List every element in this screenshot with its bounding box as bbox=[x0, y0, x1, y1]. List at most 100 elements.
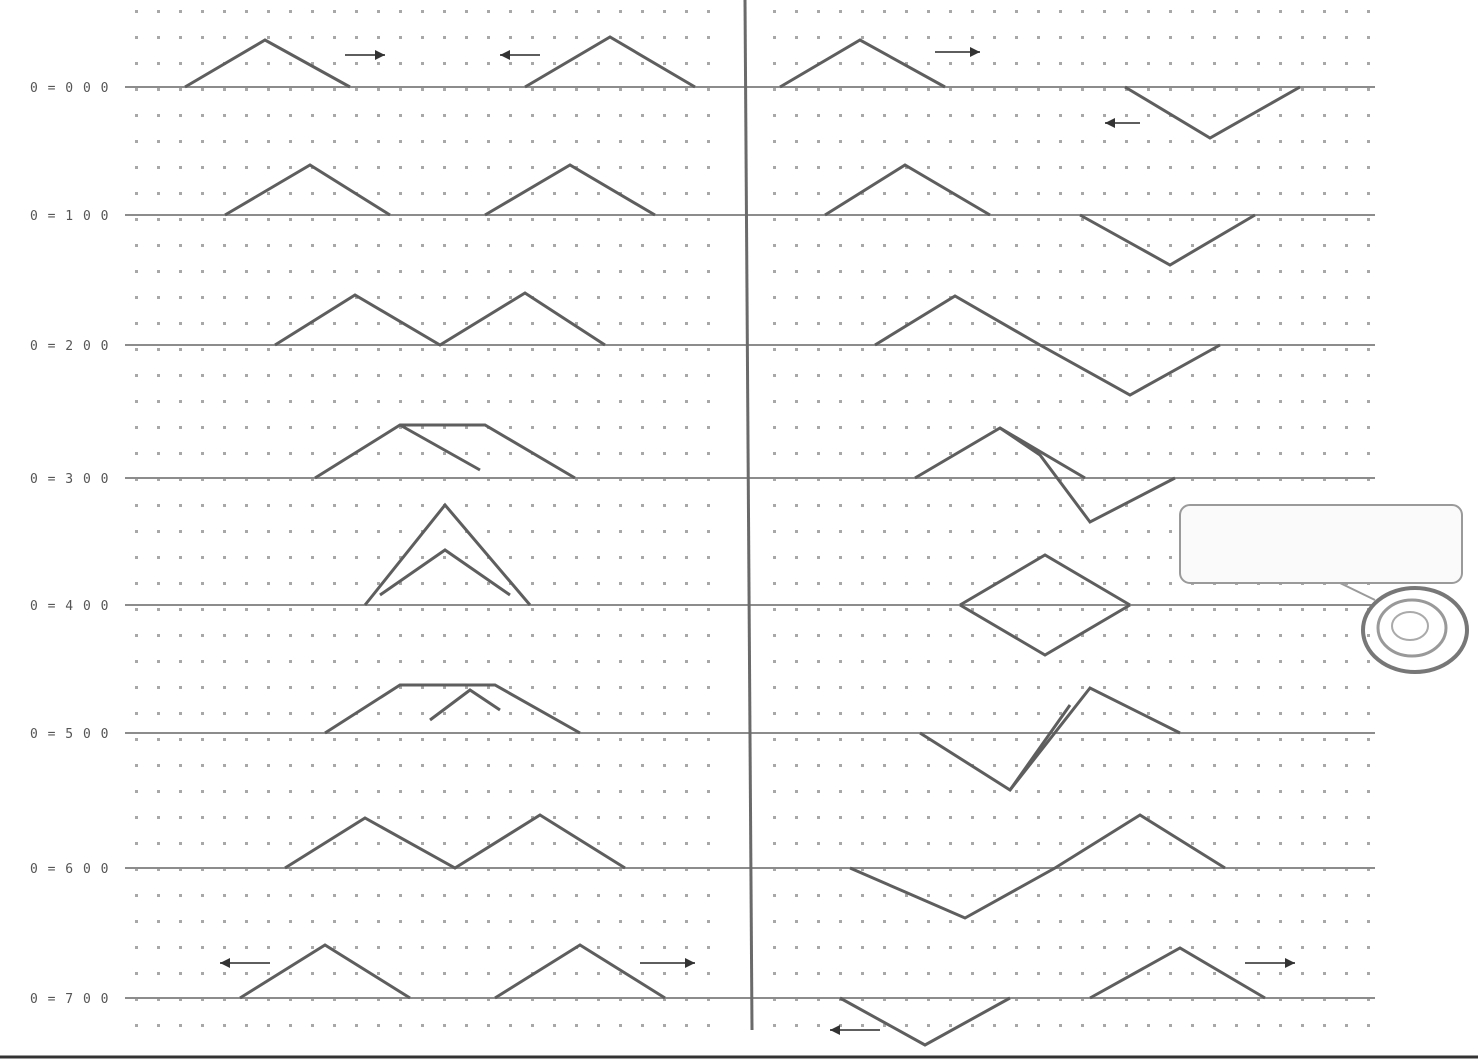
grid-dot bbox=[1235, 400, 1238, 403]
grid-dot bbox=[1257, 192, 1260, 195]
grid-dot bbox=[1059, 88, 1062, 91]
grid-dot bbox=[1125, 686, 1128, 689]
grid-dot bbox=[1015, 686, 1018, 689]
grid-dot bbox=[311, 244, 314, 247]
grid-dot bbox=[289, 504, 292, 507]
grid-dot bbox=[861, 998, 864, 1001]
grid-dot bbox=[619, 608, 622, 611]
grid-dot bbox=[817, 166, 820, 169]
grid-dot bbox=[157, 296, 160, 299]
grid-dot bbox=[201, 998, 204, 1001]
grid-dot bbox=[861, 62, 864, 65]
grid-dot bbox=[1081, 348, 1084, 351]
grid-dot bbox=[949, 634, 952, 637]
grid-dot bbox=[1169, 608, 1172, 611]
grid-dot bbox=[333, 634, 336, 637]
grid-dot bbox=[707, 764, 710, 767]
grid-dot bbox=[509, 972, 512, 975]
grid-dot bbox=[245, 88, 248, 91]
grid-dot bbox=[641, 556, 644, 559]
grid-dot bbox=[311, 868, 314, 871]
grid-dot bbox=[267, 192, 270, 195]
grid-dot bbox=[1103, 972, 1106, 975]
grid-dot bbox=[1059, 322, 1062, 325]
grid-dot bbox=[861, 738, 864, 741]
grid-dot bbox=[1169, 556, 1172, 559]
grid-dot bbox=[993, 946, 996, 949]
grid-dot bbox=[905, 530, 908, 533]
grid-dot bbox=[1235, 244, 1238, 247]
grid-dot bbox=[1323, 36, 1326, 39]
grid-dot bbox=[597, 322, 600, 325]
grid-dot bbox=[795, 348, 798, 351]
grid-dot bbox=[1235, 608, 1238, 611]
grid-dot bbox=[1015, 660, 1018, 663]
grid-dot bbox=[553, 270, 556, 273]
grid-dot bbox=[289, 712, 292, 715]
grid-dot bbox=[355, 426, 358, 429]
grid-dot bbox=[1059, 608, 1062, 611]
grid-dot bbox=[553, 10, 556, 13]
grid-dot bbox=[223, 608, 226, 611]
grid-dot bbox=[795, 478, 798, 481]
grid-dot bbox=[377, 920, 380, 923]
grid-dot bbox=[1257, 634, 1260, 637]
grid-dot bbox=[421, 582, 424, 585]
grid-dot bbox=[1037, 634, 1040, 637]
grid-dot bbox=[135, 244, 138, 247]
grid-dot bbox=[817, 10, 820, 13]
grid-dot bbox=[1037, 790, 1040, 793]
grid-dot bbox=[333, 530, 336, 533]
grid-dot bbox=[1279, 270, 1282, 273]
grid-dot bbox=[663, 530, 666, 533]
grid-dot bbox=[1103, 504, 1106, 507]
grid-dot bbox=[223, 764, 226, 767]
grid-dot bbox=[1235, 88, 1238, 91]
grid-dot bbox=[201, 166, 204, 169]
grid-dot bbox=[575, 634, 578, 637]
grid-dot bbox=[267, 88, 270, 91]
grid-dot bbox=[641, 686, 644, 689]
row-labels: 0 = 0 0 00 = 1 0 00 = 2 0 00 = 3 0 00 = … bbox=[30, 81, 108, 1007]
grid-dot bbox=[1191, 478, 1194, 481]
grid-dot bbox=[245, 946, 248, 949]
grid-dot bbox=[641, 608, 644, 611]
grid-dot bbox=[1081, 504, 1084, 507]
grid-dot bbox=[1059, 686, 1062, 689]
grid-dot bbox=[1367, 374, 1370, 377]
grid-dot bbox=[179, 764, 182, 767]
grid-dot bbox=[333, 88, 336, 91]
grid-dot bbox=[1235, 972, 1238, 975]
grid-dot bbox=[179, 296, 182, 299]
grid-dot bbox=[465, 868, 468, 871]
grid-dot bbox=[971, 218, 974, 221]
grid-dot bbox=[597, 686, 600, 689]
grid-dot bbox=[135, 426, 138, 429]
grid-dot bbox=[1059, 972, 1062, 975]
grid-dot bbox=[1367, 348, 1370, 351]
grid-dot bbox=[905, 192, 908, 195]
grid-dot bbox=[487, 348, 490, 351]
grid-dot bbox=[465, 504, 468, 507]
grid-dot bbox=[157, 166, 160, 169]
grid-dot bbox=[1367, 400, 1370, 403]
grid-dot bbox=[1345, 452, 1348, 455]
grid-dot bbox=[707, 114, 710, 117]
grid-dot bbox=[1213, 920, 1216, 923]
grid-dot bbox=[1367, 660, 1370, 663]
grid-dot bbox=[971, 192, 974, 195]
grid-dot bbox=[575, 478, 578, 481]
grid-dot bbox=[1323, 400, 1326, 403]
grid-dot bbox=[1103, 426, 1106, 429]
grid-dot bbox=[1367, 946, 1370, 949]
grid-dot bbox=[575, 36, 578, 39]
grid-dot bbox=[883, 140, 886, 143]
grid-dot bbox=[641, 218, 644, 221]
grid-dot bbox=[377, 764, 380, 767]
grid-dot bbox=[399, 140, 402, 143]
grid-dot bbox=[157, 712, 160, 715]
grid-dot bbox=[949, 1024, 952, 1027]
grid-dot bbox=[993, 738, 996, 741]
grid-dot bbox=[949, 868, 952, 871]
grid-dot bbox=[223, 10, 226, 13]
